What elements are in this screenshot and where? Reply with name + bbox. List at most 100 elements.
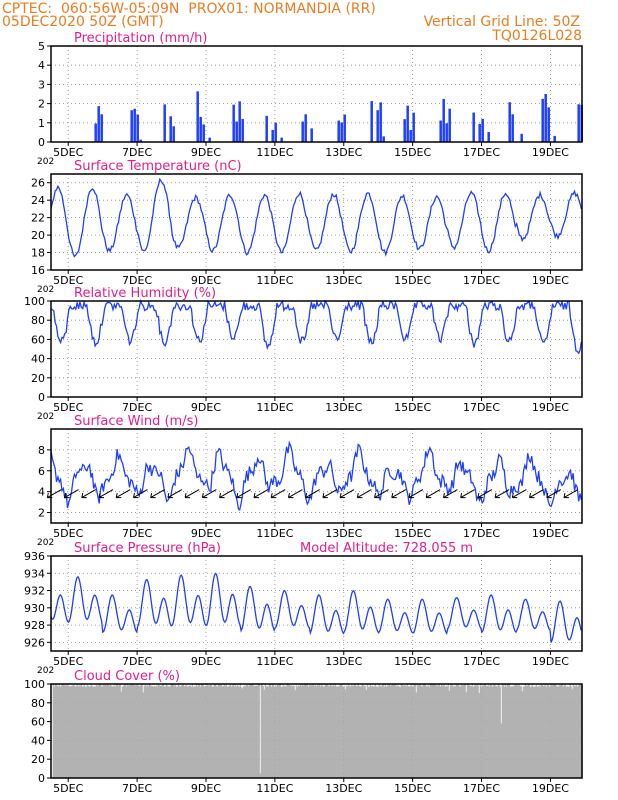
precip-bar [265, 115, 268, 142]
cloud-bar [395, 686, 397, 778]
cloud-bar [229, 684, 231, 778]
cloud-bar [244, 686, 246, 778]
cloud-bar [99, 684, 101, 778]
x-tick-label: 17DEC [463, 146, 500, 159]
wind-arrow-head [167, 492, 173, 499]
panel-1: 16 18 20 22 24 26 5DEC 7DEC 9DEC 11DEC 13DEC 15DEC 1… [31, 159, 583, 295]
cloud-bar [206, 684, 208, 778]
wind-arrow-head [270, 492, 277, 499]
precip-bar [508, 102, 511, 142]
wind-arrow [494, 489, 510, 499]
cloud-bar [68, 685, 70, 778]
cloud-bar [189, 685, 191, 778]
cloud-bar [290, 685, 292, 778]
cloud-bar [474, 684, 476, 778]
precip-bar [280, 137, 283, 142]
cloud-bar [147, 686, 149, 778]
cloud-bar [367, 686, 369, 778]
cloud-bar [272, 684, 274, 778]
precip-bar [547, 107, 550, 142]
cloud-bar [442, 685, 444, 778]
cloud-bar [346, 686, 348, 778]
cloud-bar [497, 684, 499, 778]
wind-arrow [253, 489, 269, 499]
cloud-bar [379, 685, 381, 778]
wind-arrow [81, 489, 97, 499]
cloud-bar [111, 686, 113, 778]
cloud-bar [151, 685, 153, 778]
y-tick-label: 4 [38, 486, 45, 499]
cloud-bar [399, 686, 401, 778]
precip-bar [169, 116, 172, 142]
cloud-bar [567, 686, 569, 778]
precip-bar [172, 126, 175, 142]
y-tick-label: 928 [24, 619, 45, 632]
cloud-bar [253, 686, 255, 778]
cloud-bar [85, 686, 87, 778]
cloud-bar [257, 684, 259, 778]
cloud-bar [571, 689, 573, 778]
cloud-bar [143, 686, 145, 778]
cloud-bar [569, 684, 571, 778]
cloud-bar [391, 684, 393, 778]
wind-arrow [219, 489, 234, 499]
cloud-bar [473, 685, 475, 778]
cloud-bar [169, 685, 171, 778]
precip-bar [439, 120, 442, 142]
cloud-bar [268, 684, 270, 778]
cloud-bar [447, 684, 449, 778]
cloud-bar [467, 684, 469, 778]
cloud-bar [321, 685, 323, 778]
precip-bar [487, 132, 490, 142]
cloud-bar [547, 684, 549, 778]
cloud-bar [451, 685, 453, 778]
cloud-bar [375, 686, 377, 778]
cloud-bar [482, 685, 484, 778]
cloud-bar [261, 684, 263, 778]
cloud-bar [190, 686, 192, 778]
cloud-bar [420, 685, 422, 778]
cloud-bar [354, 685, 356, 778]
cloud-bar [134, 685, 136, 778]
cloud-bar [559, 685, 561, 778]
cloud-bar [213, 684, 215, 778]
cloud-bar [454, 686, 456, 778]
cloud-bar [565, 686, 567, 778]
cloud-bar [108, 685, 110, 778]
cloud-bar [427, 685, 429, 778]
cloud-bar [271, 684, 273, 778]
cloud-bar [425, 685, 427, 778]
cloud-bar [226, 686, 228, 778]
cloud-bar [504, 684, 506, 778]
x-tick-label: 7DEC [122, 527, 152, 540]
cloud-bar [221, 686, 223, 778]
cloud-bar [340, 684, 342, 778]
cloud-bar [310, 685, 312, 778]
wind-arrow-head [184, 492, 191, 499]
cloud-bar [543, 685, 545, 778]
cloud-bar [378, 684, 380, 778]
cloud-bar [70, 685, 72, 778]
cloud-bar [566, 686, 568, 778]
cloud-bar [133, 685, 135, 778]
cloud-bar [215, 685, 217, 778]
wind-arrow-head [219, 492, 225, 499]
cloud-bar [251, 684, 253, 778]
y-tick-label: 24 [31, 194, 45, 207]
cloud-bar [347, 685, 349, 778]
cloud-bar [439, 686, 441, 778]
y-tick-label: 2 [38, 507, 45, 520]
cloud-bar [365, 689, 367, 778]
cloud-bar [160, 685, 162, 778]
cloud-bar [304, 684, 306, 778]
cloud-bar [531, 684, 533, 778]
cloud-bar [338, 685, 340, 778]
x-tick-label: 19DEC [532, 401, 569, 414]
cloud-bar [518, 684, 520, 778]
cloud-bar [76, 684, 78, 778]
cloud-bar [178, 685, 180, 778]
cloud-bar [488, 686, 490, 778]
cloud-bar [311, 685, 313, 778]
cloud-bar [210, 684, 212, 778]
